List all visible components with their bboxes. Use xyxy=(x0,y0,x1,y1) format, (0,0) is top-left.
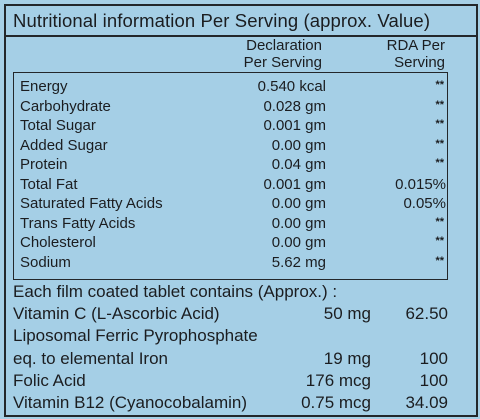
nutrient-value: 0.00 gm xyxy=(271,234,326,251)
nutrient-name: Energy xyxy=(20,78,68,95)
nutrient-row: Total Sugar 0.001 gm ** xyxy=(6,117,476,136)
table-border xyxy=(447,72,448,279)
ingredient-rda: 100 xyxy=(419,348,448,368)
tablet-row: eq. to elemental Iron 19 mg 100 xyxy=(6,349,476,371)
nutrient-name: Total Fat xyxy=(20,175,78,193)
nutrient-rda: ** xyxy=(435,79,444,91)
nutrient-name: Carbohydrate xyxy=(20,97,111,115)
nutrient-rda: ** xyxy=(435,254,444,267)
nutrient-value: 0.04 gm xyxy=(271,156,326,173)
nutrient-row: Saturated Fatty Acids 0.00 gm 0.05% xyxy=(6,195,476,214)
ingredient-name: Folic Acid xyxy=(13,370,86,390)
ingredient-rda: 34.09 xyxy=(405,393,448,413)
nutrient-value: 0.00 gm xyxy=(271,195,326,212)
rda-header-line: Serving xyxy=(394,54,445,71)
nutrient-value: 0.00 gm xyxy=(271,136,326,154)
label-title: Nutritional information Per Serving (app… xyxy=(13,10,431,31)
ingredient-name: Vitamin C (L-Ascorbic Acid) xyxy=(13,304,220,323)
nutrition-label: Nutritional information Per Serving (app… xyxy=(4,4,478,417)
nutrient-row: Sodium 5.62 mg ** xyxy=(6,254,476,273)
ingredient-amount: 176 mcg xyxy=(305,370,371,390)
divider xyxy=(13,72,448,73)
nutrient-name: Added Sugar xyxy=(20,136,108,154)
nutrient-value: 5.62 mg xyxy=(271,253,326,271)
nutrient-row: Carbohydrate 0.028 gm ** xyxy=(6,98,476,117)
nutrient-name: Cholesterol xyxy=(20,234,96,251)
nutrient-rda: ** xyxy=(435,215,444,228)
divider xyxy=(13,279,448,280)
declaration-header: Declaration Per Serving xyxy=(244,37,322,71)
nutrient-rda: ** xyxy=(435,118,444,130)
tablet-row: Vitamin C (L-Ascorbic Acid) 50 mg 62.50 xyxy=(6,304,476,326)
ingredient-rda: 62.50 xyxy=(405,304,448,323)
nutrient-rda: 0.05% xyxy=(403,195,446,212)
nutrient-rda: ** xyxy=(435,98,444,111)
nutrient-name: Sodium xyxy=(20,253,71,271)
nutrient-value: 0.00 gm xyxy=(271,214,326,232)
nutrient-rda: ** xyxy=(435,137,444,150)
ingredient-name: Liposomal Ferric Pyrophosphate xyxy=(13,326,258,346)
nutrient-name: Total Sugar xyxy=(20,117,96,134)
nutrient-rda: 0.015% xyxy=(395,175,446,193)
nutrient-row: Added Sugar 0.00 gm ** xyxy=(6,137,476,156)
rda-header: RDA Per Serving xyxy=(387,37,445,71)
nutrient-name: Trans Fatty Acids xyxy=(20,214,136,232)
nutrient-row: Energy 0.540 kcal ** xyxy=(6,78,476,97)
declaration-header-line: Per Serving xyxy=(243,54,322,71)
tablet-row: Folic Acid 176 mcg 100 xyxy=(6,371,476,393)
nutrient-row: Trans Fatty Acids 0.00 gm ** xyxy=(6,215,476,234)
declaration-header-line: Declaration xyxy=(246,37,322,54)
nutrient-value: 0.001 gm xyxy=(263,175,326,193)
nutrient-value: 0.028 gm xyxy=(263,97,326,115)
nutrient-value: 0.001 gm xyxy=(263,117,326,134)
nutrient-name: Protein xyxy=(20,156,68,173)
divider xyxy=(6,35,476,37)
nutrient-row: Cholesterol 0.00 gm ** xyxy=(6,234,476,253)
ingredient-name: Vitamin B12 (Cyanocobalamin) xyxy=(13,393,248,413)
rda-header-line: RDA Per xyxy=(386,37,445,54)
nutrient-rda: ** xyxy=(435,157,444,169)
nutrient-name: Saturated Fatty Acids xyxy=(20,195,163,212)
nutrient-row: Total Fat 0.001 gm 0.015% xyxy=(6,176,476,195)
ingredient-name: eq. to elemental Iron xyxy=(13,348,168,368)
nutrient-rda: ** xyxy=(435,235,444,247)
ingredient-rda: 100 xyxy=(419,370,448,390)
table-border xyxy=(13,72,14,279)
tablet-heading: Each film coated tablet contains (Approx… xyxy=(13,282,338,301)
ingredient-amount: 19 mg xyxy=(323,348,371,368)
ingredient-amount: 0.75 mcg xyxy=(301,393,371,413)
nutrient-row: Protein 0.04 gm ** xyxy=(6,156,476,175)
tablet-row: Vitamin B12 (Cyanocobalamin) 0.75 mcg 34.0… xyxy=(6,393,476,415)
tablet-row: Liposomal Ferric Pyrophosphate xyxy=(6,326,476,348)
ingredient-amount: 50 mg xyxy=(323,304,371,323)
nutrient-value: 0.540 kcal xyxy=(257,78,326,95)
